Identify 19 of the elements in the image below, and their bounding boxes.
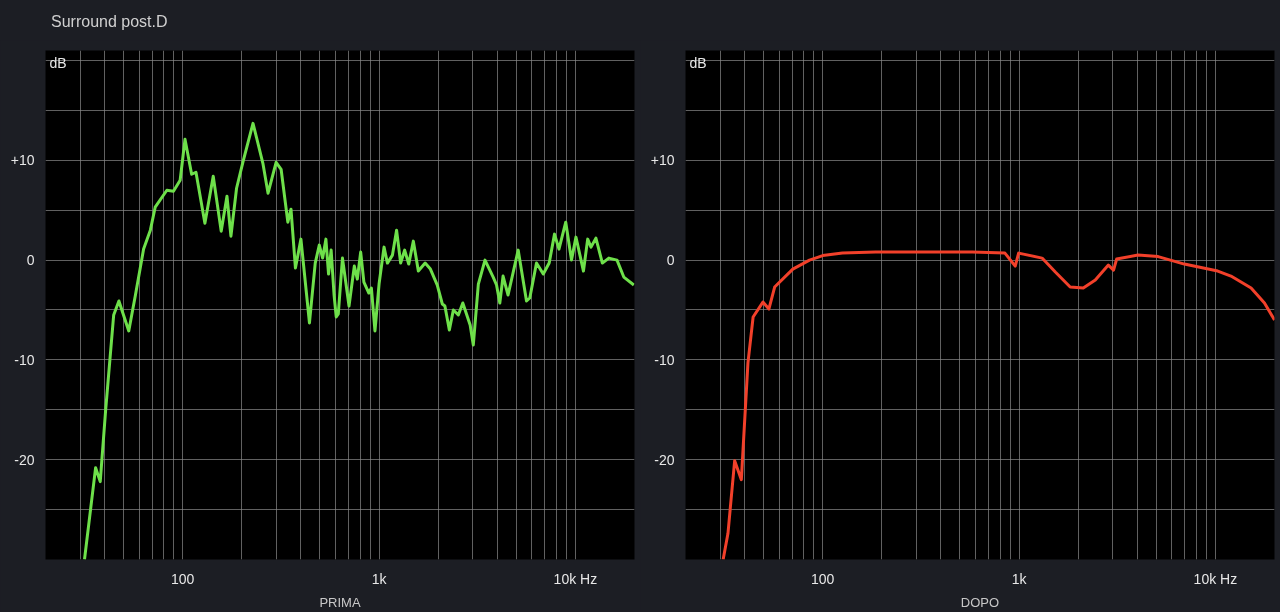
y-tick-label: -10 — [654, 351, 675, 368]
x-tick-label: 1k — [1011, 570, 1028, 587]
y-tick-label: -20 — [14, 451, 35, 468]
x-tick-label: 100 — [171, 570, 195, 587]
x-tick-label: 100 — [811, 570, 835, 587]
y-tick-label: +10 — [650, 152, 675, 169]
x-axis-title: DOPO — [960, 594, 1000, 610]
x-tick-label: 10k Hz — [553, 570, 598, 587]
y-tick-label: -20 — [654, 451, 675, 468]
x-axis-title: PRIMA — [319, 594, 361, 610]
y-tick-label: -10 — [14, 351, 35, 368]
chart-title: Surround post.D — [51, 12, 168, 32]
x-tick-label: 1k — [371, 570, 388, 587]
y-tick-label: 0 — [666, 252, 675, 269]
y-tick-label: +10 — [10, 152, 35, 169]
y-axis-title: dB — [49, 54, 67, 71]
y-axis-title: dB — [689, 54, 707, 71]
x-tick-label: 10k Hz — [1193, 570, 1238, 587]
y-tick-label: 0 — [26, 252, 35, 269]
